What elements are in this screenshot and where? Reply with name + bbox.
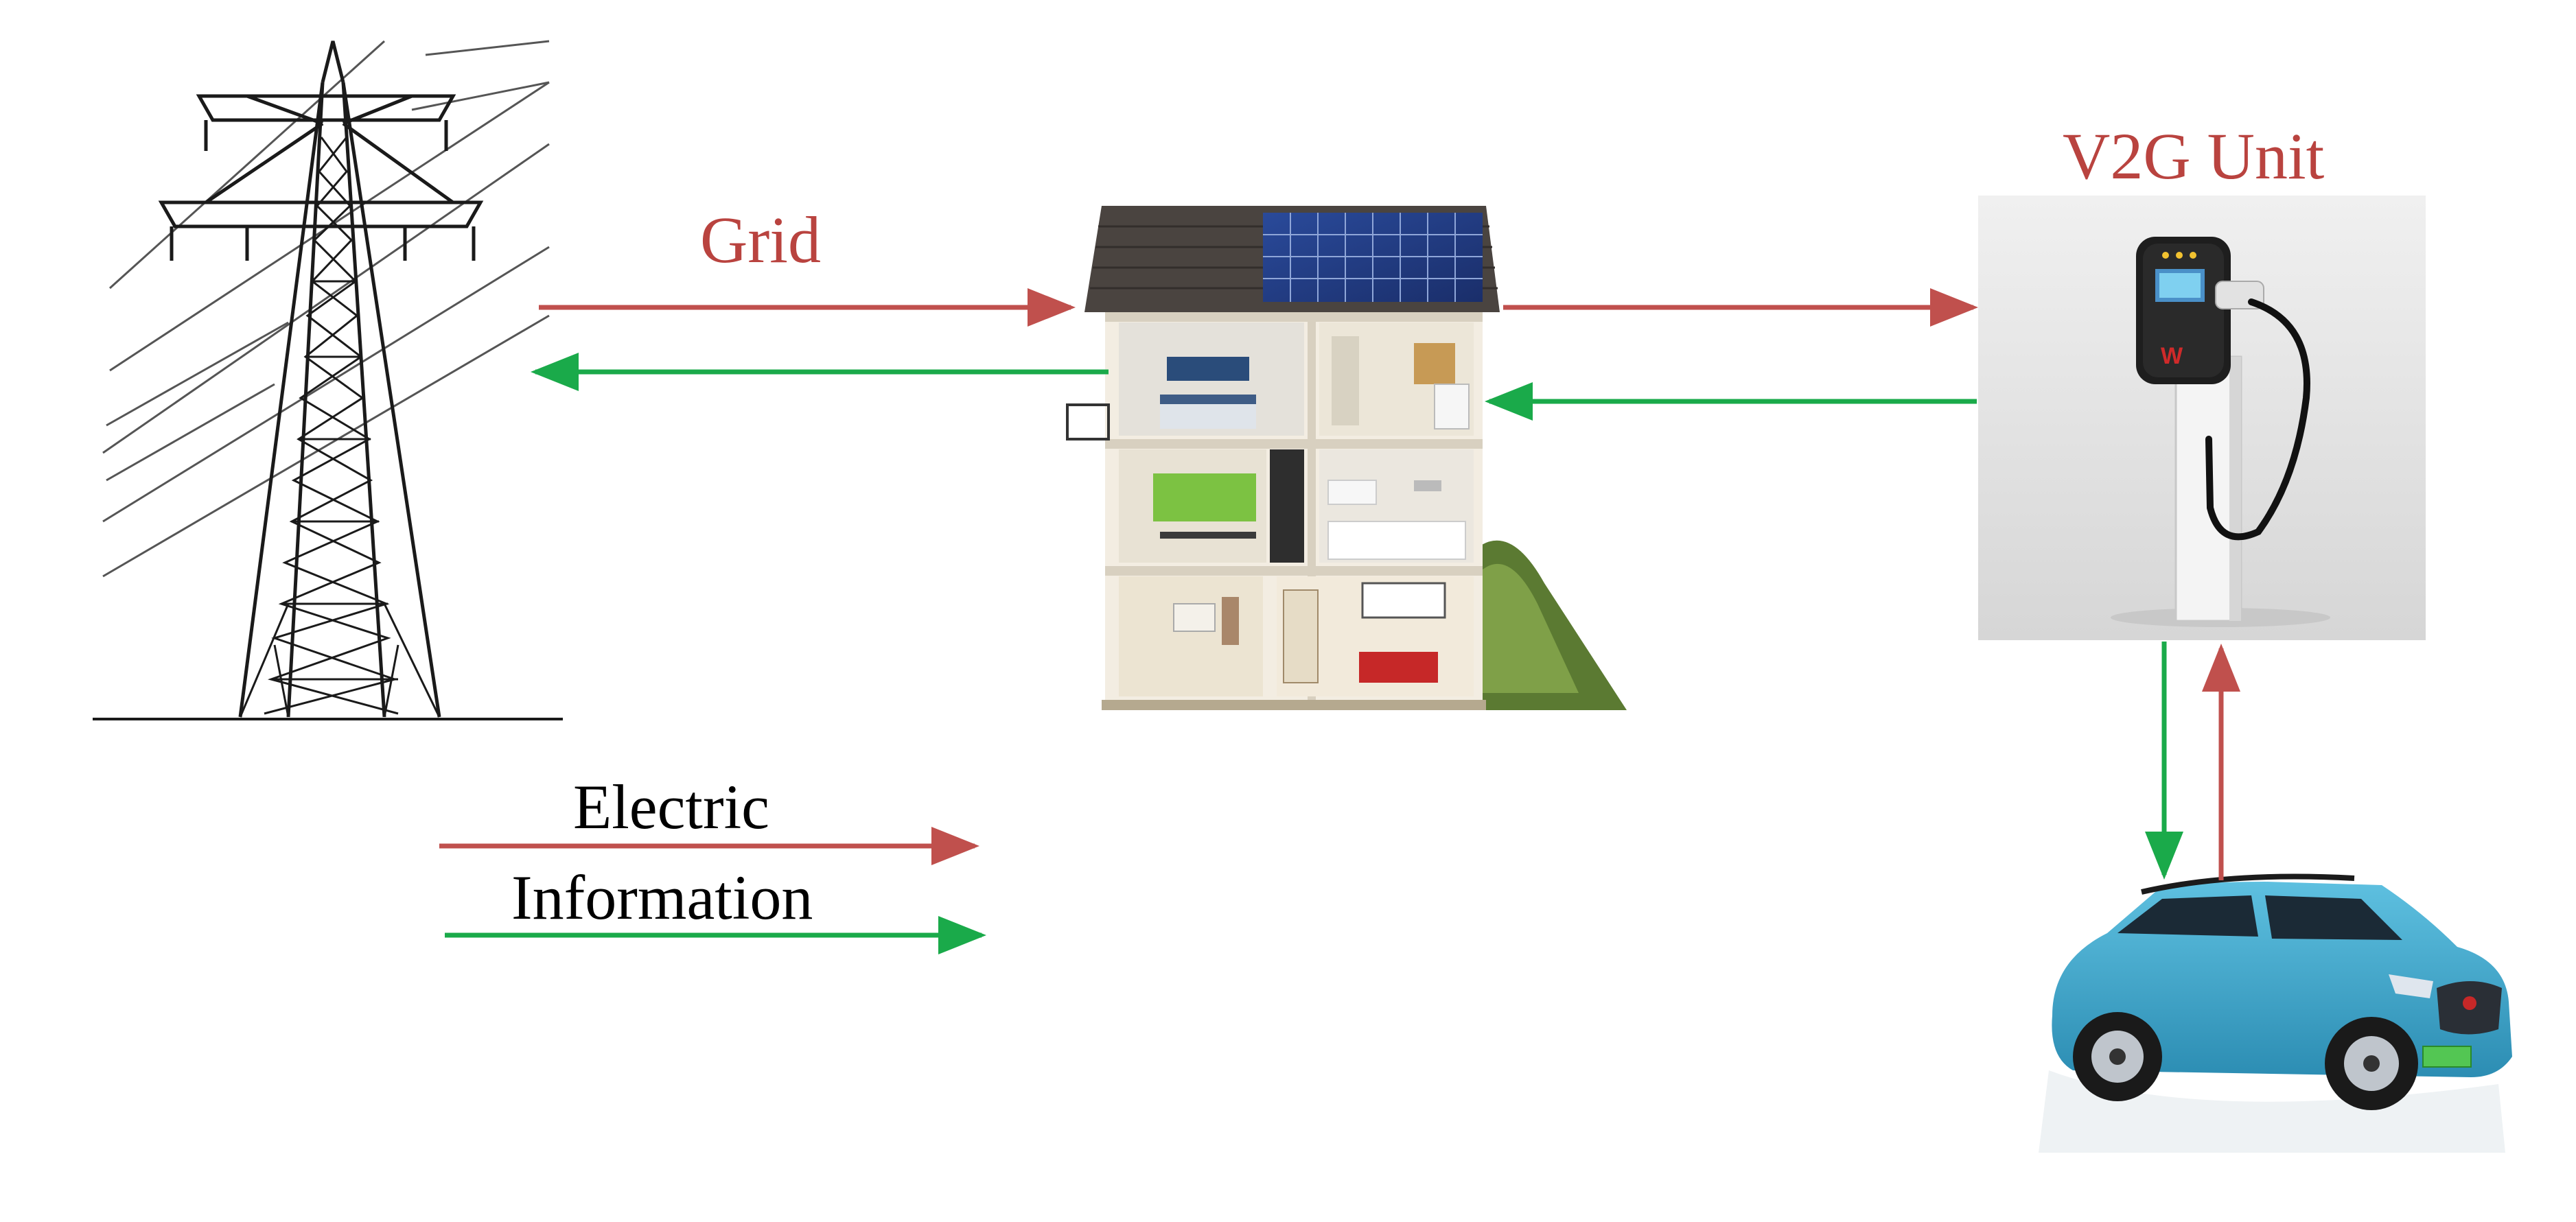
information-flow-arrows [445, 353, 2183, 954]
electric-car-icon [2039, 873, 2512, 1153]
grid-label: Grid [700, 203, 821, 277]
svg-text:W: W [2161, 343, 2183, 369]
house-icon [1066, 206, 1627, 710]
v2g-unit-label: V2G Unit [2063, 119, 2325, 193]
pylon-icon [93, 40, 563, 720]
ev-charger-icon: W [1978, 196, 2426, 640]
electric-flow-arrows [439, 288, 2240, 880]
legend-information-label: Information [511, 862, 813, 932]
legend-electric-label: Electric [573, 772, 770, 842]
